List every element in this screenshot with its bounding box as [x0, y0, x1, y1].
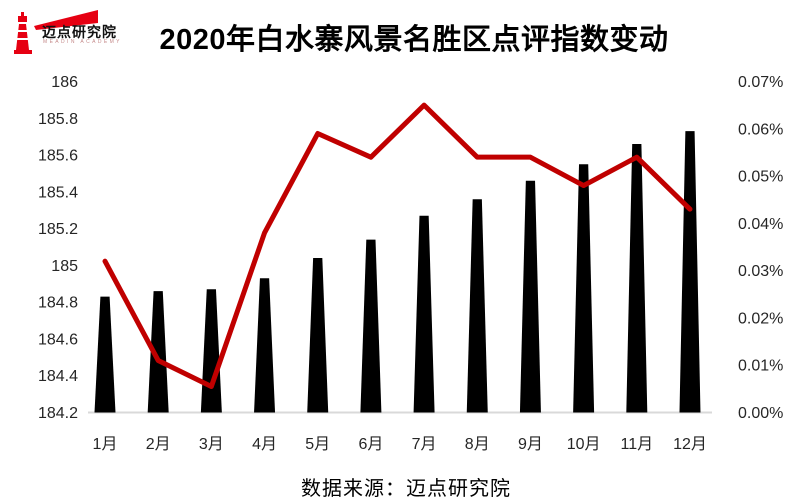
lighthouse-icon: [14, 10, 98, 54]
x-axis-label-5月: 5月: [305, 436, 330, 453]
left-axis-tick-label: 184.4: [38, 368, 78, 385]
rate-line: [102, 102, 693, 389]
left-axis-tick-label: 185.4: [38, 184, 78, 201]
x-axis-label-4月: 4月: [252, 436, 277, 453]
left-axis-tick-label: 185.2: [38, 221, 78, 238]
x-axis-label-6月: 6月: [358, 436, 383, 453]
right-axis-tick-label: 0.07%: [738, 74, 783, 91]
left-axis-tick-label: 185: [51, 258, 78, 275]
left-axis-tick-label: 184.8: [38, 295, 78, 312]
chart-title: 2020年白水寨风景名胜区点评指数变动: [159, 24, 669, 56]
left-axis-tick-label: 184.6: [38, 331, 78, 348]
left-axis-tick-label: 185.6: [38, 148, 78, 165]
right-axis-tick-label: 0.00%: [738, 405, 783, 422]
bar-2月: [147, 291, 169, 413]
right-axis-tick-label: 0.06%: [738, 121, 783, 138]
x-axis-label-11月: 11月: [620, 436, 653, 453]
bar-5月: [307, 258, 329, 413]
x-axis-label-12月: 12月: [673, 436, 707, 453]
left-axis-tick-label: 185.8: [38, 111, 78, 128]
x-axis-label-9月: 9月: [518, 436, 543, 453]
bar-10月: [573, 164, 595, 413]
right-axis-tick-label: 0.05%: [738, 169, 783, 186]
x-axis-label-2月: 2月: [146, 436, 171, 453]
left-axis-tick-label: 186: [51, 74, 78, 91]
bar-4月: [254, 278, 276, 413]
right-axis-tick-label: 0.01%: [738, 358, 783, 375]
x-axis-label-8月: 8月: [465, 436, 490, 453]
bar-7月: [413, 215, 435, 413]
bar-6月: [360, 239, 382, 413]
logo-name: 迈点研究院: [42, 24, 117, 40]
bar-1月: [94, 296, 116, 413]
right-axis-tick-label: 0.02%: [738, 310, 783, 327]
meadin-logo: 迈点研究院 MEADIN ACADEMY: [12, 6, 162, 58]
bar-11月: [626, 144, 648, 413]
right-axis-tick-label: 0.03%: [738, 263, 783, 280]
bar-12月: [679, 131, 701, 413]
bar-9月: [519, 180, 541, 413]
x-axis-label-10月: 10月: [567, 436, 601, 453]
right-axis-tick-label: 0.04%: [738, 216, 783, 233]
data-source-caption: 数据来源：迈点研究院: [301, 478, 511, 500]
bar-3月: [200, 289, 222, 413]
x-axis-label-7月: 7月: [412, 436, 437, 453]
bar-8月: [466, 199, 488, 413]
left-axis-tick-label: 184.2: [38, 405, 78, 422]
logo-subtext: MEADIN ACADEMY: [43, 39, 122, 45]
x-axis-label-1月: 1月: [93, 436, 118, 453]
x-axis-label-3月: 3月: [199, 436, 224, 453]
